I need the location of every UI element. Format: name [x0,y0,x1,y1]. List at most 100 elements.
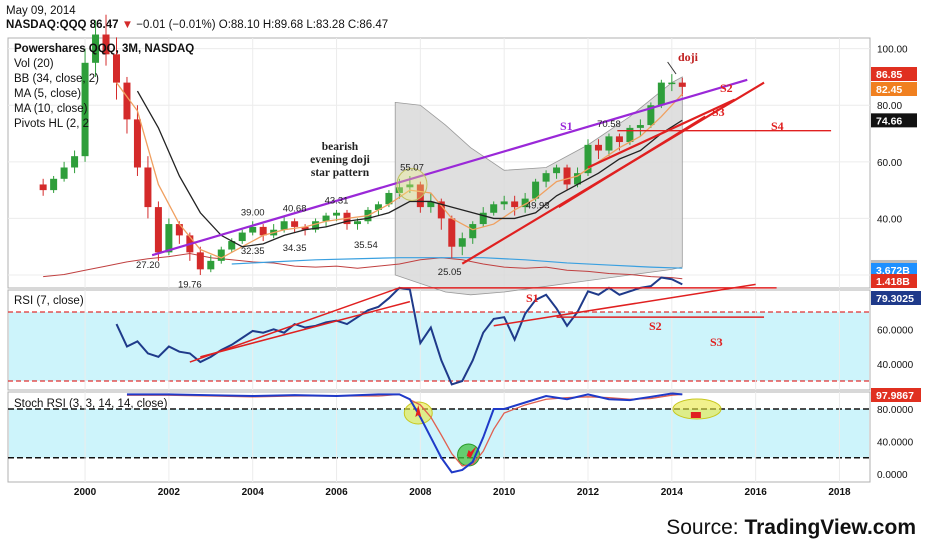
rsi-tick-label: 60.0000 [877,325,914,336]
candle-body [626,127,634,143]
rsi-tick-label: 40.0000 [877,360,914,371]
rsi-support-label-s3: S3 [710,335,723,349]
ma10-line [136,90,683,248]
ma5-line [115,82,683,259]
candle-body [678,82,686,87]
pattern-highlight [396,167,428,201]
x-tick-label: 2006 [325,487,348,498]
header-quote: NASDAQ:QQQ 86.47 ▼ −0.01 (−0.01%) O:88.1… [6,19,388,31]
candle-body [458,238,466,247]
price-badge-text: 1.418B [876,276,910,288]
doji-annotation: doji [678,50,699,64]
legend-item: Vol (20) [14,58,54,70]
price-badge [871,274,917,288]
price-badge-text: 82.45 [876,84,902,96]
price-tick-label: 80.00 [877,101,902,112]
rsi-trendline [200,300,411,358]
candle-body [71,156,79,168]
support-label-s2: S2 [720,81,733,95]
candle-body [479,212,487,225]
header-date: May 09, 2014 [6,5,76,17]
header-symbol: NASDAQ:QQQ [6,19,87,31]
price-label: 25.05 [438,267,462,278]
candle-body [395,187,403,193]
candle-body [60,167,68,179]
x-tick-label: 2002 [158,487,181,498]
price-label: 34.35 [283,243,307,254]
price-badge-text: 86.85 [876,69,902,81]
x-tick-label: 2016 [745,487,768,498]
header-ohlc: O:88.10 H:89.68 L:83.28 C:86.47 [218,19,389,31]
down-triangle-icon: ▼ [121,19,134,31]
price-label: 49.93 [526,201,550,212]
x-tick-label: 2008 [409,487,432,498]
price-tick-label: 60.00 [877,158,902,169]
candle-body [144,167,152,208]
candle-body [469,224,477,239]
x-tick-label: 2018 [828,487,851,498]
legend-item: Pivots HL (2, 2 [14,118,89,130]
rsi-badge-text: 79.3025 [876,293,914,305]
doji-arrow [667,61,677,75]
price-label: 55.07 [400,162,424,173]
trendline-s2b [587,98,736,169]
price-label: 70.58 [597,119,621,130]
candle-body [301,226,309,230]
price-label: 39.00 [241,208,265,219]
candle-body [532,181,540,199]
header-change: −0.01 (−0.01%) [136,19,216,31]
stoch-band [9,409,869,458]
candle-body [605,136,613,151]
trendline-s1 [151,78,748,257]
candle-body [217,249,225,261]
candle-body [511,201,519,208]
candle-body [427,201,435,208]
price-badge [871,82,917,96]
candle-body [448,218,456,247]
x-tick-label: 2004 [242,487,265,498]
candle-body [385,192,393,205]
legend-item: MA (10, close) [14,103,88,115]
candle-body [207,260,215,270]
candle-body [112,54,120,83]
price-label: 40.68 [283,203,307,214]
candle-body [165,224,173,253]
candle-body [238,232,246,242]
price-badge-text: 74.66 [876,115,902,127]
candle-body [574,173,582,185]
candle-body [521,198,529,208]
candle-body [39,184,47,191]
candle-body [102,34,110,55]
candle-body [249,226,257,233]
candle-body [437,201,445,219]
candle-body [647,105,655,126]
source-prefix: Source: [666,516,745,539]
candle-body [657,82,665,106]
candle-body [50,178,58,191]
flag-icon [690,412,701,418]
source-brand: TradingView.com [744,516,916,539]
source-credit: Source: TradingView.com [666,516,916,540]
x-tick-label: 2000 [74,487,97,498]
rsi-support-label-s1: S1 [526,291,539,305]
stoch-title: Stoch RSI (3, 3, 14, 14, close) [14,398,168,410]
candle-body [553,167,561,174]
rsi-trendline [493,283,756,327]
candle-body [92,34,100,63]
header-last: 86.47 [89,19,119,31]
x-tick-label: 2012 [577,487,600,498]
price-badge [871,67,917,81]
rsi-title: RSI (7, close) [14,295,84,307]
candle-body [81,62,89,157]
trendline-s3 [558,115,706,209]
stoch-buy-arrow [466,446,477,458]
rsi-band [9,312,869,381]
candle-body [291,221,299,227]
stoch-sell-arrow [415,405,422,417]
stoch-badge [871,388,921,402]
candle-body [584,144,592,174]
candle-body [490,204,498,213]
rsi-badge [871,291,921,305]
candle-body [500,201,508,205]
